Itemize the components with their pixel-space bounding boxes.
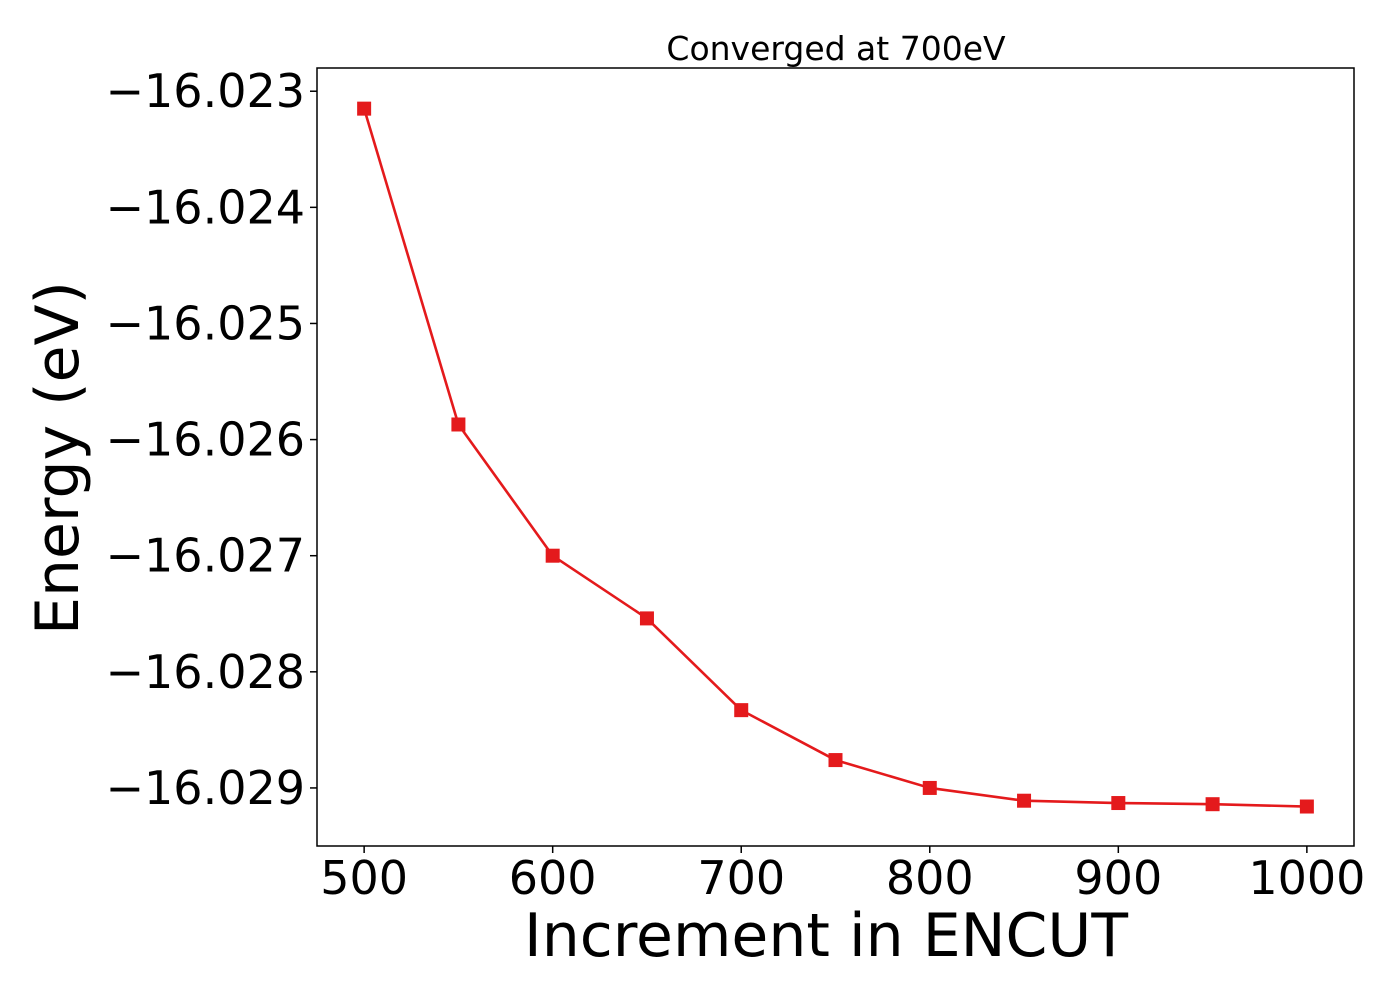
data-point-marker (1111, 796, 1126, 811)
data-point-marker (1205, 797, 1220, 812)
data-point-marker (451, 417, 466, 432)
data-point-marker (828, 753, 843, 768)
x-tick-label: 900 (1074, 851, 1162, 905)
y-tick-label: −16.027 (106, 529, 306, 583)
x-axis-label: Increment in ENCUT (524, 901, 1128, 971)
y-tick-label: −16.026 (106, 413, 306, 467)
data-point-marker (922, 780, 937, 795)
data-point-marker (734, 703, 749, 718)
x-tick-label: 600 (509, 851, 597, 905)
data-point-marker (1299, 799, 1314, 814)
data-point-marker (357, 101, 372, 116)
x-tick-label: 800 (886, 851, 974, 905)
y-tick-label: −16.025 (106, 296, 306, 350)
y-tick-label: −16.023 (106, 64, 306, 118)
y-axis-label: Energy (eV) (23, 281, 93, 635)
chart-title: Converged at 700eV (666, 29, 1006, 68)
y-tick-label: −16.029 (106, 761, 306, 815)
x-axis-ticks: 500 600 700 800 900 1000 (320, 846, 1365, 905)
y-tick-label: −16.024 (106, 180, 306, 234)
data-point-marker (1017, 793, 1032, 808)
data-point-marker (545, 548, 560, 563)
data-point-marker (639, 611, 654, 626)
y-tick-label: −16.028 (106, 645, 306, 699)
x-tick-label: 700 (697, 851, 785, 905)
plot-frame (316, 67, 1355, 847)
x-tick-label: 1000 (1248, 851, 1365, 905)
x-tick-label: 500 (320, 851, 408, 905)
series-layer (357, 101, 1314, 814)
y-axis-ticks: −16.023 −16.024 −16.025 −16.026 −16.027 −16.0… (106, 64, 317, 815)
